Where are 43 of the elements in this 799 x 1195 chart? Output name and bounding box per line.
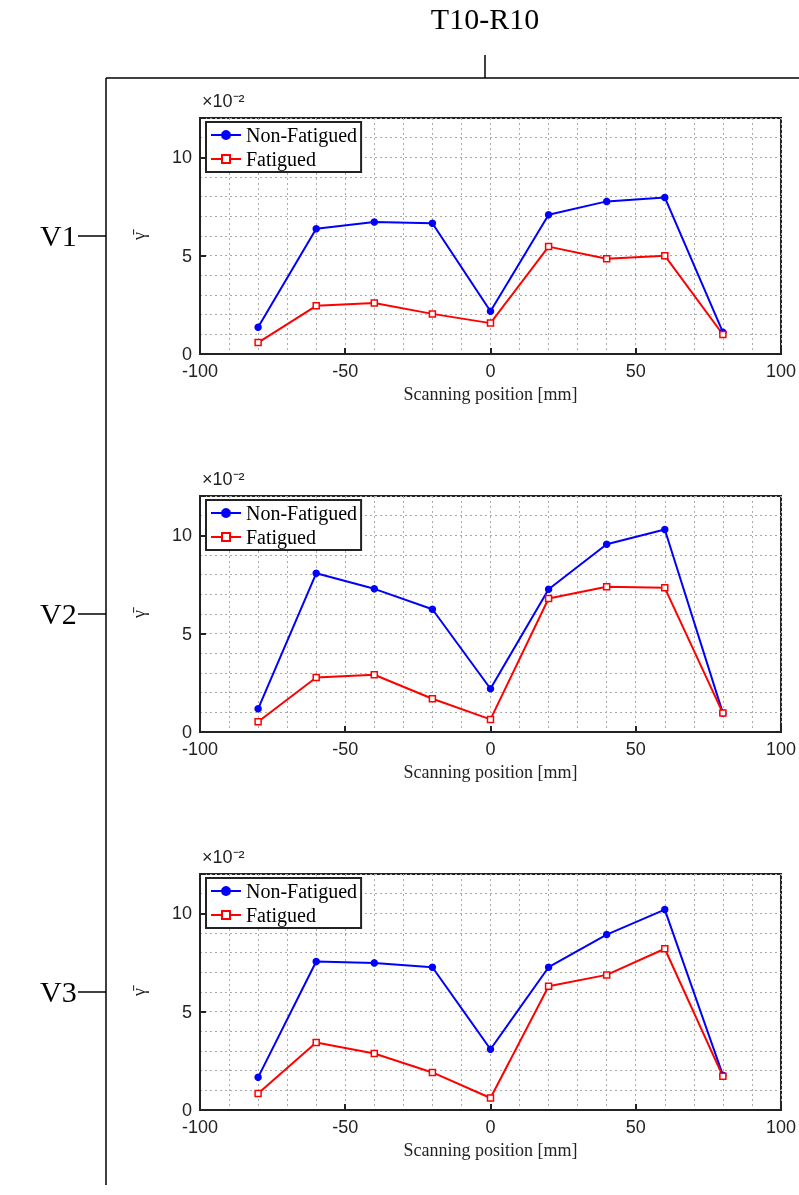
legend-label: Fatigued: [246, 904, 316, 927]
legend-label: Non-Fatigued: [246, 124, 358, 147]
y-tick-label: 10: [171, 903, 192, 924]
x-tick-label: 100: [765, 739, 797, 759]
legend-label: Fatigued: [246, 526, 316, 549]
y-tick-label: 5: [181, 245, 192, 266]
x-tick-label: 100: [765, 1117, 797, 1137]
x-axis-title: Scanning position [mm]: [403, 761, 578, 782]
text: V3: [40, 975, 77, 1009]
x-axis-title: Scanning position [mm]: [403, 383, 578, 404]
y-tick-label: 0: [181, 1100, 192, 1120]
y-axis-title: γ̄: [129, 607, 149, 619]
y-tick-label: 5: [181, 623, 192, 644]
y-tick-label: 10: [171, 147, 192, 168]
text: T10-R10: [430, 2, 540, 36]
text: ×10⁻²: [202, 847, 245, 867]
y-axis-title: γ̄: [129, 985, 149, 997]
y-tick-label: 0: [181, 344, 192, 364]
x-tick-label: -100: [181, 361, 219, 381]
text: ×10⁻²: [202, 91, 245, 111]
x-tick-label: 0: [485, 1117, 496, 1137]
x-tick-label: 50: [625, 361, 646, 381]
x-tick-label: 0: [485, 739, 496, 759]
text: ×10⁻²: [202, 469, 245, 489]
y-tick-label: 5: [181, 1001, 192, 1022]
x-axis-title: Scanning position [mm]: [403, 1139, 578, 1160]
legend-label: Non-Fatigued: [246, 880, 358, 903]
text: V2: [40, 597, 77, 631]
x-tick-label: 0: [485, 361, 496, 381]
x-tick-label: -100: [181, 1117, 219, 1137]
x-tick-label: 100: [765, 361, 797, 381]
x-tick-label: 50: [625, 1117, 646, 1137]
legend-label: Non-Fatigued: [246, 502, 358, 525]
x-tick-label: -50: [332, 361, 359, 381]
x-tick-label: -50: [332, 739, 359, 759]
x-tick-label: 50: [625, 739, 646, 759]
x-tick-label: -50: [332, 1117, 359, 1137]
x-tick-label: -100: [181, 739, 219, 759]
legend-label: Fatigued: [246, 148, 316, 171]
text: V1: [40, 219, 77, 253]
y-tick-label: 10: [171, 525, 192, 546]
y-axis-title: γ̄: [129, 229, 149, 241]
y-tick-label: 0: [181, 722, 192, 742]
